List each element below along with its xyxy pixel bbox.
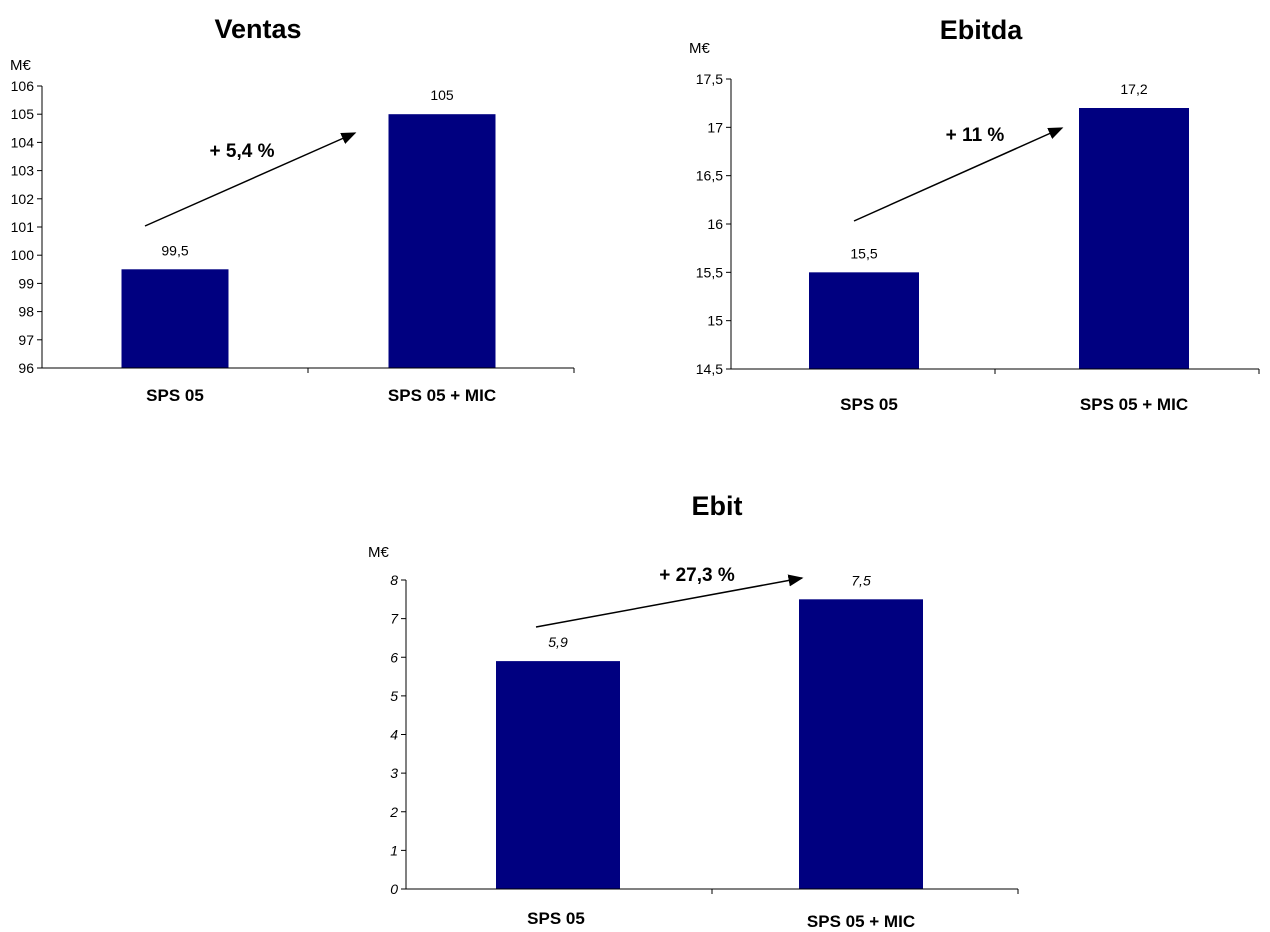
y-tick-label: 96 (18, 360, 34, 376)
y-tick-label: 8 (390, 572, 398, 588)
y-tick-label: 1 (390, 842, 398, 858)
data-label: 5,9 (548, 634, 568, 650)
data-labels: 99,5 105 (161, 87, 454, 258)
y-tick-label: 100 (11, 247, 35, 263)
growth-arrow (853, 127, 1064, 222)
chart-ebitda: Ebitda M€ 14,5 15 15,5 16 16,5 17 17,5 15,5 17,… (689, 15, 1260, 414)
category-label: SPS 05 (146, 386, 204, 405)
data-label: 15,5 (850, 245, 877, 261)
y-tick-label: 99 (18, 275, 34, 291)
y-unit-label: M€ (368, 544, 389, 561)
y-tick-label: 106 (11, 78, 35, 94)
chart-title: Ventas (214, 14, 301, 44)
y-tick-label: 3 (390, 765, 398, 781)
category-label: SPS 05 (840, 395, 898, 414)
growth-annotation: + 5,4 % (210, 141, 275, 162)
y-tick-label: 101 (11, 219, 35, 235)
y-tick-label: 102 (11, 191, 35, 207)
chart-title: Ebitda (940, 15, 1023, 45)
y-tick-label: 103 (11, 163, 35, 179)
y-axis-ticks: 0 1 2 3 4 5 6 7 8 (389, 572, 406, 897)
growth-arrow (535, 574, 804, 628)
bar (496, 661, 620, 889)
bar (121, 269, 229, 368)
y-tick-label: 16,5 (696, 168, 723, 184)
category-label: SPS 05 + MIC (1080, 395, 1188, 414)
y-tick-label: 104 (11, 134, 35, 150)
data-label: 17,2 (1120, 81, 1147, 97)
data-labels: 5,9 7,5 (548, 572, 871, 650)
y-tick-label: 17 (707, 119, 723, 135)
y-tick-label: 16 (707, 216, 723, 232)
y-tick-label: 5 (390, 688, 398, 704)
y-tick-label: 2 (389, 804, 398, 820)
chart-title: Ebit (692, 491, 743, 521)
y-tick-label: 4 (390, 727, 398, 743)
y-unit-label: M€ (689, 40, 710, 57)
bar (1079, 108, 1189, 369)
bar (799, 599, 923, 889)
y-tick-label: 0 (390, 881, 398, 897)
category-label: SPS 05 + MIC (807, 912, 915, 931)
growth-annotation: + 11 % (946, 125, 1005, 146)
chart-ventas: Ventas M€ 96979899100101102103104105106 … (10, 14, 575, 405)
category-label: SPS 05 (527, 909, 585, 928)
y-tick-label: 6 (390, 649, 398, 665)
y-tick-label: 97 (18, 332, 34, 348)
bars (809, 108, 1189, 369)
y-tick-label: 98 (18, 304, 34, 320)
y-axis-ticks: 96 97 98 99 100 101 102 103 104 105 106 (11, 78, 42, 376)
y-tick-label: 7 (390, 611, 399, 627)
data-label: 99,5 (161, 242, 188, 258)
growth-annotation: + 27,3 % (659, 565, 735, 586)
y-tick-label: 105 (11, 106, 35, 122)
bar (809, 272, 919, 369)
y-axis-ticks: 14,5 15 15,5 16 16,5 17 17,5 (696, 71, 731, 377)
y-tick-label: 17,5 (696, 71, 723, 87)
category-label: SPS 05 + MIC (388, 386, 496, 405)
data-label: 105 (430, 87, 454, 103)
bars (496, 599, 923, 889)
bar (388, 114, 496, 368)
growth-arrow (144, 132, 357, 227)
y-tick-label: 14,5 (696, 361, 723, 377)
y-unit-label: M€ (10, 57, 31, 74)
chart-ebit: Ebit M€ 0 1 2 3 4 5 6 7 8 5,9 7,5 SPS 05 SPS 05 +… (368, 491, 1019, 931)
bars (121, 114, 496, 368)
data-labels: 15,5 17,2 (850, 81, 1147, 261)
y-tick-label: 15,5 (696, 264, 723, 280)
data-label: 7,5 (851, 572, 871, 588)
y-tick-label: 15 (707, 313, 723, 329)
